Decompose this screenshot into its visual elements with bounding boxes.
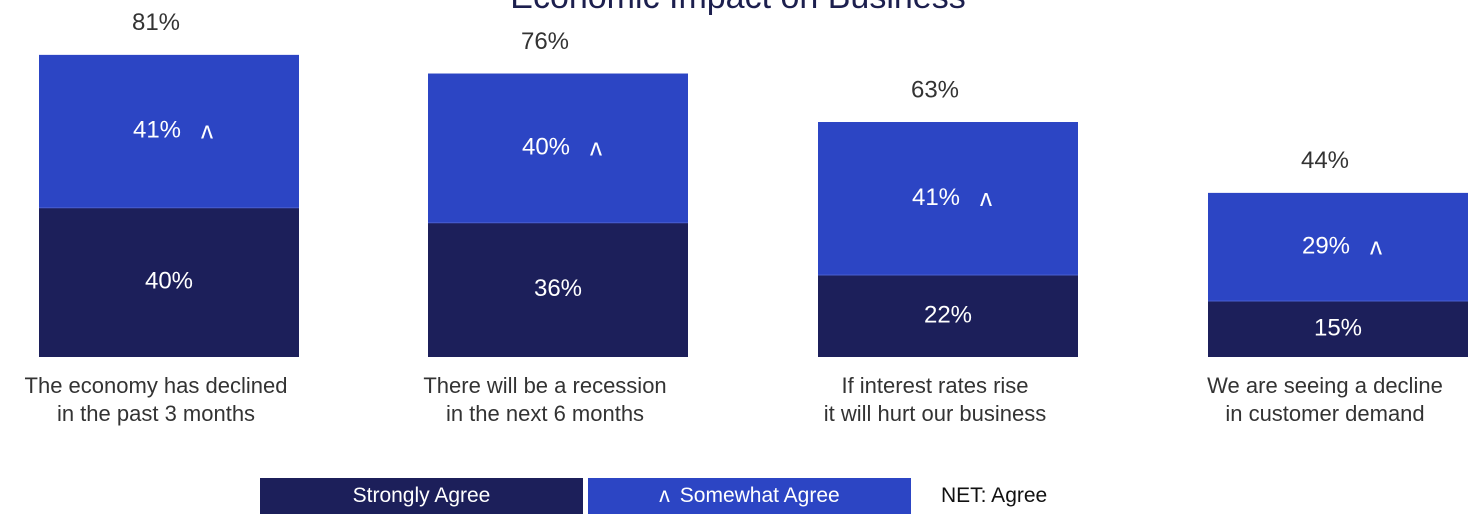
- bar-strongly-agree: [1208, 301, 1468, 357]
- category-label: The economy has declined: [25, 373, 288, 398]
- legend-divider: [583, 478, 588, 514]
- data-label-strongly-agree: 22%: [924, 301, 972, 328]
- caret-up-icon: ʌ: [590, 134, 602, 161]
- category-label: If interest rates rise: [841, 373, 1028, 398]
- category-label: We are seeing a decline: [1207, 373, 1443, 398]
- data-label-net-agree: 63%: [911, 76, 959, 103]
- data-label-net-agree: 44%: [1301, 147, 1349, 174]
- data-label-somewhat-agree: 40%: [522, 133, 570, 160]
- bar-strongly-agree: [818, 274, 1078, 357]
- category-label: in the past 3 months: [57, 401, 255, 426]
- legend-label-strongly-agree: Strongly Agree: [352, 484, 491, 507]
- legend-label-somewhat-agree: Somewhat Agree: [679, 484, 840, 507]
- legend: Strongly Agree ʌ Somewhat Agree NET: Agr…: [260, 478, 1047, 514]
- category-label: There will be a recession: [423, 373, 666, 398]
- data-label-strongly-agree: 36%: [534, 275, 582, 302]
- data-label-net-agree: 81%: [132, 9, 180, 36]
- chart-title: Economic Impact on Business: [510, 0, 965, 17]
- bar-somewhat-agree: [1208, 192, 1468, 302]
- category-label: it will hurt our business: [824, 401, 1047, 426]
- data-label-somewhat-agree: 41%: [133, 117, 181, 144]
- category-label: in customer demand: [1225, 401, 1424, 426]
- bar-somewhat-agree: [39, 54, 299, 208]
- caret-up-icon: ʌ: [1370, 233, 1382, 260]
- legend-label-net-agree: NET: Agree: [941, 484, 1048, 507]
- bar-strongly-agree: [428, 222, 688, 357]
- data-label-net-agree: 76%: [521, 28, 569, 55]
- data-label-strongly-agree: 40%: [145, 268, 193, 295]
- data-label-somewhat-agree: 41%: [912, 184, 960, 211]
- bar-somewhat-agree: [818, 122, 1078, 275]
- category-label: in the next 6 months: [446, 401, 644, 426]
- bar-somewhat-agree: [428, 73, 688, 223]
- caret-up-icon: ʌ: [201, 118, 213, 145]
- caret-up-icon: ʌ: [980, 185, 992, 212]
- data-label-strongly-agree: 15%: [1314, 314, 1362, 341]
- legend-item-strongly-agree: Strongly Agree: [260, 478, 583, 514]
- data-label-somewhat-agree: 29%: [1302, 232, 1350, 259]
- caret-up-icon: ʌ: [659, 484, 670, 507]
- legend-item-somewhat-agree: ʌ Somewhat Agree: [588, 478, 911, 514]
- bar-strongly-agree: [39, 207, 299, 357]
